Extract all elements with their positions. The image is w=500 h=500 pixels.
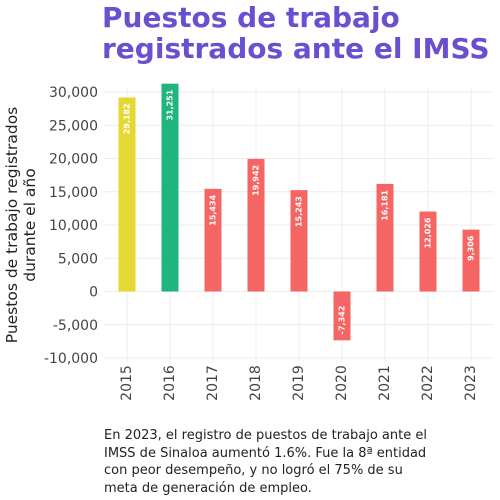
x-tick-label: 2019 bbox=[291, 365, 307, 401]
bar-value-label: 16,181 bbox=[381, 189, 390, 220]
bars bbox=[118, 83, 480, 341]
y-tick-label: 5,000 bbox=[58, 251, 98, 267]
bar-2020 bbox=[333, 291, 351, 341]
y-tick-label: -5,000 bbox=[53, 318, 98, 334]
bar-2015 bbox=[118, 97, 136, 292]
y-axis-label-line: durante el año bbox=[21, 168, 39, 281]
x-tick-label: 2022 bbox=[420, 365, 436, 401]
bar-value-label: -7,342 bbox=[338, 306, 347, 335]
bar-2018 bbox=[247, 158, 265, 292]
x-axis-ticks: 2015 2016 2017 2018 2019 2020 2021 2022 2023 bbox=[119, 365, 479, 401]
chart-title: Puestos de trabajo registrados ante el I… bbox=[102, 1, 490, 65]
x-tick-label: 2020 bbox=[334, 365, 350, 401]
bar-value-label: 15,434 bbox=[209, 194, 218, 225]
bar-2021 bbox=[376, 183, 394, 292]
bar-2016 bbox=[161, 83, 179, 292]
y-tick-label: -10,000 bbox=[44, 351, 98, 367]
bar-2023 bbox=[462, 229, 480, 292]
bar-value-label: 12,026 bbox=[424, 217, 433, 248]
y-tick-label: 10,000 bbox=[49, 218, 98, 234]
y-tick-label: 30,000 bbox=[49, 85, 98, 101]
bar-2019 bbox=[290, 190, 308, 292]
x-tick-label: 2015 bbox=[119, 365, 135, 401]
bar-value-label: 29,182 bbox=[123, 103, 132, 134]
x-tick-label: 2016 bbox=[162, 365, 178, 401]
chart-caption: En 2023, el registro de puestos de traba… bbox=[104, 428, 427, 496]
bar-value-label: 15,243 bbox=[295, 196, 304, 227]
bar-value-label: 9,306 bbox=[467, 235, 476, 261]
y-tick-label: 0 bbox=[89, 285, 98, 301]
bar-value-label: 31,251 bbox=[166, 89, 175, 120]
bar-2022 bbox=[419, 211, 437, 292]
y-axis-label: Puestos de trabajo registrados durante el… bbox=[3, 107, 39, 344]
y-axis-ticks: -10,000 -5,000 0 5,000 10,000 15,000 20,000 25,… bbox=[44, 85, 98, 367]
x-tick-label: 2023 bbox=[463, 365, 479, 401]
x-tick-label: 2021 bbox=[377, 365, 393, 401]
y-tick-label: 20,000 bbox=[49, 152, 98, 168]
x-tick-label: 2017 bbox=[205, 365, 221, 401]
bar-value-label: 19,942 bbox=[252, 165, 261, 196]
bar-2017 bbox=[204, 188, 222, 292]
y-tick-label: 15,000 bbox=[49, 185, 98, 201]
x-tick-label: 2018 bbox=[248, 365, 264, 401]
bar-chart: Puestos de trabajo registrados durante el… bbox=[3, 83, 494, 401]
y-tick-label: 25,000 bbox=[49, 118, 98, 134]
y-axis-label-line: Puestos de trabajo registrados bbox=[3, 107, 21, 344]
bar-value-labels: 29,182 31,251 15,434 19,942 15,243 -7,342 16,1… bbox=[123, 89, 476, 334]
